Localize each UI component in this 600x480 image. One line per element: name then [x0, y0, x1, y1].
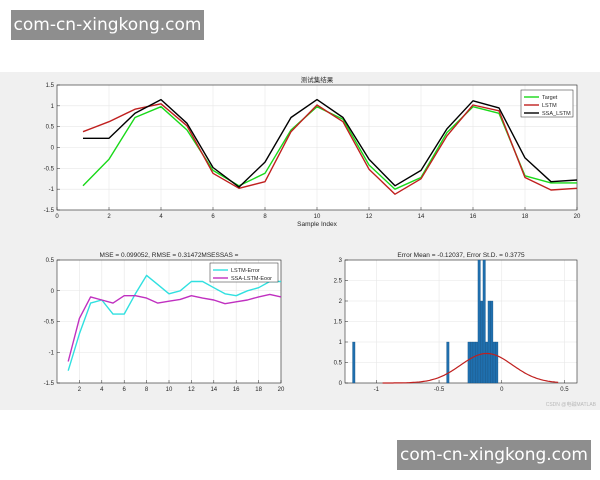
- y-tick-label: 0.5: [46, 125, 55, 131]
- y-tick-label: -1.5: [44, 381, 55, 387]
- y-tick-label: 0: [51, 146, 55, 152]
- y-tick-label: -1: [49, 350, 55, 356]
- legend-label: Target: [542, 95, 558, 101]
- histogram-bar: [475, 341, 479, 384]
- x-tick-label: 0: [55, 214, 59, 220]
- x-tick-label: 10: [166, 387, 173, 393]
- x-tick-label: 2: [78, 387, 82, 393]
- x-tick-label: 0: [500, 387, 504, 393]
- histogram-bar: [472, 341, 476, 384]
- histogram-bar: [482, 259, 486, 384]
- histogram-bar: [490, 300, 494, 384]
- series-line-lstm-error: [67, 274, 281, 371]
- histogram-bar: [446, 341, 450, 384]
- normal-fit-curve: [382, 352, 559, 384]
- y-tick-label: 2: [339, 299, 343, 305]
- x-tick-label: 0.5: [560, 387, 569, 393]
- x-tick-label: 2: [107, 214, 111, 220]
- x-tick-label: 6: [123, 387, 127, 393]
- series-line-lstm: [82, 103, 578, 195]
- matlab-figure: 0 2 4 6 8 10 12 14 16 18 20 1.5 1 0.5 0 -0.5 -1 -1.5 测试集结果…: [0, 72, 600, 410]
- x-tick-label: -0.5: [434, 387, 445, 393]
- x-tick-label: 4: [100, 387, 104, 393]
- x-tick-label: 20: [278, 387, 285, 393]
- y-tick-label: 0.5: [46, 258, 55, 264]
- y-tick-label: 0: [339, 381, 343, 387]
- x-tick-label: -1: [374, 387, 380, 393]
- plot-title: MSE = 0.099052, RMSE = 0.31472MSESSAS =: [100, 252, 239, 259]
- corner-watermark: CSDN @电磁MATLAB: [546, 401, 597, 408]
- y-tick-label: -0.5: [44, 320, 55, 326]
- legend: LSTM-Error SSA-LSTM-Eoor: [209, 262, 279, 283]
- histogram-bar: [352, 341, 356, 384]
- y-tick-label: -1: [49, 187, 55, 193]
- legend-box: [209, 262, 279, 283]
- histogram-bar: [477, 259, 481, 384]
- x-tick-label: 12: [366, 214, 373, 220]
- legend: Target LSTM SSA_LSTM: [520, 89, 574, 118]
- x-tick-label: 8: [263, 214, 267, 220]
- x-tick-label: 16: [233, 387, 240, 393]
- histogram-bar: [492, 341, 496, 384]
- x-tick-label: 18: [522, 214, 529, 220]
- y-tick-label: 0.5: [334, 361, 343, 367]
- watermark-banner-top: com-cn-xingkong.com: [11, 10, 204, 40]
- legend-label: LSTM-Error: [231, 268, 260, 274]
- x-tick-label: 6: [211, 214, 215, 220]
- x-tick-label: 14: [210, 387, 217, 393]
- x-tick-label: 18: [255, 387, 262, 393]
- series-line-ssa-lstm-eoor: [67, 293, 282, 362]
- figure-canvas: 0 2 4 6 8 10 12 14 16 18 201.510.50-0.5-1-1.5测试集结果…: [44, 75, 597, 408]
- plot-title: 测试集结果: [301, 75, 334, 84]
- x-tick-label: 14: [418, 214, 425, 220]
- y-tick-label: 1.5: [46, 83, 55, 89]
- error-plot: 2 4 6 8 10 12 14 16 18 20 0.5 0 -0.5 -1 -1.5 MSE = 0.09…: [44, 252, 285, 393]
- watermark-banner-bottom: com-cn-xingkong.com: [397, 440, 591, 470]
- legend-label: SSA-LSTM-Eoor: [231, 276, 272, 282]
- histogram-bar: [470, 341, 474, 384]
- legend-box: [520, 89, 574, 118]
- y-tick-label: -1.5: [44, 208, 55, 214]
- y-tick-label: 1: [339, 340, 343, 346]
- histogram-bar: [480, 300, 484, 384]
- y-tick-label: 2.5: [334, 279, 343, 285]
- plot-title: Error Mean = -0.12037, Error St.D. = 0.3…: [397, 252, 525, 259]
- x-tick-label: 12: [188, 387, 195, 393]
- x-tick-label: 4: [159, 214, 163, 220]
- main-results-plot: 0 2 4 6 8 10 12 14 16 18 20 1.5 1 0.5 0 -0.5 -1 -1.5 测试集结果…: [44, 75, 581, 228]
- x-tick-label: 16: [470, 214, 477, 220]
- histogram-bar: [487, 300, 491, 384]
- legend-label: SSA_LSTM: [542, 111, 571, 117]
- y-tick-label: -0.5: [44, 166, 55, 172]
- histogram-bar: [485, 341, 489, 384]
- histogram-bar: [495, 341, 499, 384]
- histogram-bar: [467, 341, 471, 384]
- error-histogram: -1 -0.5 0 0.5 0 0.5 1 1.5 2 2.5 3 Error Mean = -0.1…: [334, 252, 578, 393]
- x-tick-label: 8: [145, 387, 149, 393]
- y-tick-label: 1.5: [334, 320, 343, 326]
- x-axis-label: Sample Index: [297, 221, 337, 228]
- x-tick-label: 10: [314, 214, 321, 220]
- y-tick-label: 1: [51, 104, 55, 110]
- y-tick-label: 3: [339, 258, 343, 264]
- x-tick-label: 20: [574, 214, 581, 220]
- legend-label: LSTM: [542, 103, 557, 109]
- y-tick-label: 0: [51, 289, 55, 295]
- series-line-ssa-lstm: [83, 98, 578, 188]
